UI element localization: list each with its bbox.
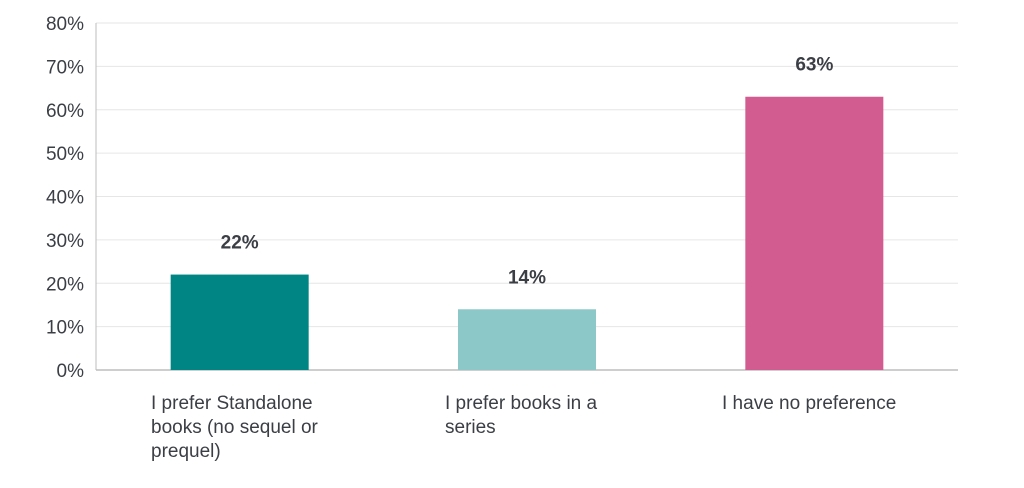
- y-tick-label-30: 30%: [46, 231, 84, 252]
- y-tick-label-0: 0%: [57, 361, 85, 382]
- bar-1: [458, 309, 596, 370]
- y-tick-label-50: 50%: [46, 144, 84, 165]
- data-label-0: 22%: [221, 233, 259, 254]
- y-tick-label-60: 60%: [46, 101, 84, 122]
- category-label-standalone: I prefer Standalone books (no sequel or …: [151, 393, 318, 462]
- y-tick-label-70: 70%: [46, 57, 84, 78]
- data-labels: 22% 14% 63%: [221, 55, 834, 289]
- y-tick-label-80: 80%: [46, 14, 84, 35]
- bar-2: [745, 96, 884, 371]
- y-tick-label-20: 20%: [46, 274, 84, 295]
- bar-0: [170, 274, 309, 370]
- bars: [170, 96, 884, 371]
- data-label-1: 14%: [508, 267, 546, 288]
- category-label-no-preference: I have no preference: [722, 393, 897, 414]
- category-label-series: I prefer books in a series: [445, 393, 598, 438]
- y-tick-labels: 0% 10% 20% 30% 40% 50% 60% 70% 80%: [46, 14, 84, 382]
- y-tick-label-40: 40%: [46, 188, 84, 209]
- y-tick-label-10: 10%: [46, 318, 84, 339]
- data-label-2: 63%: [795, 55, 833, 76]
